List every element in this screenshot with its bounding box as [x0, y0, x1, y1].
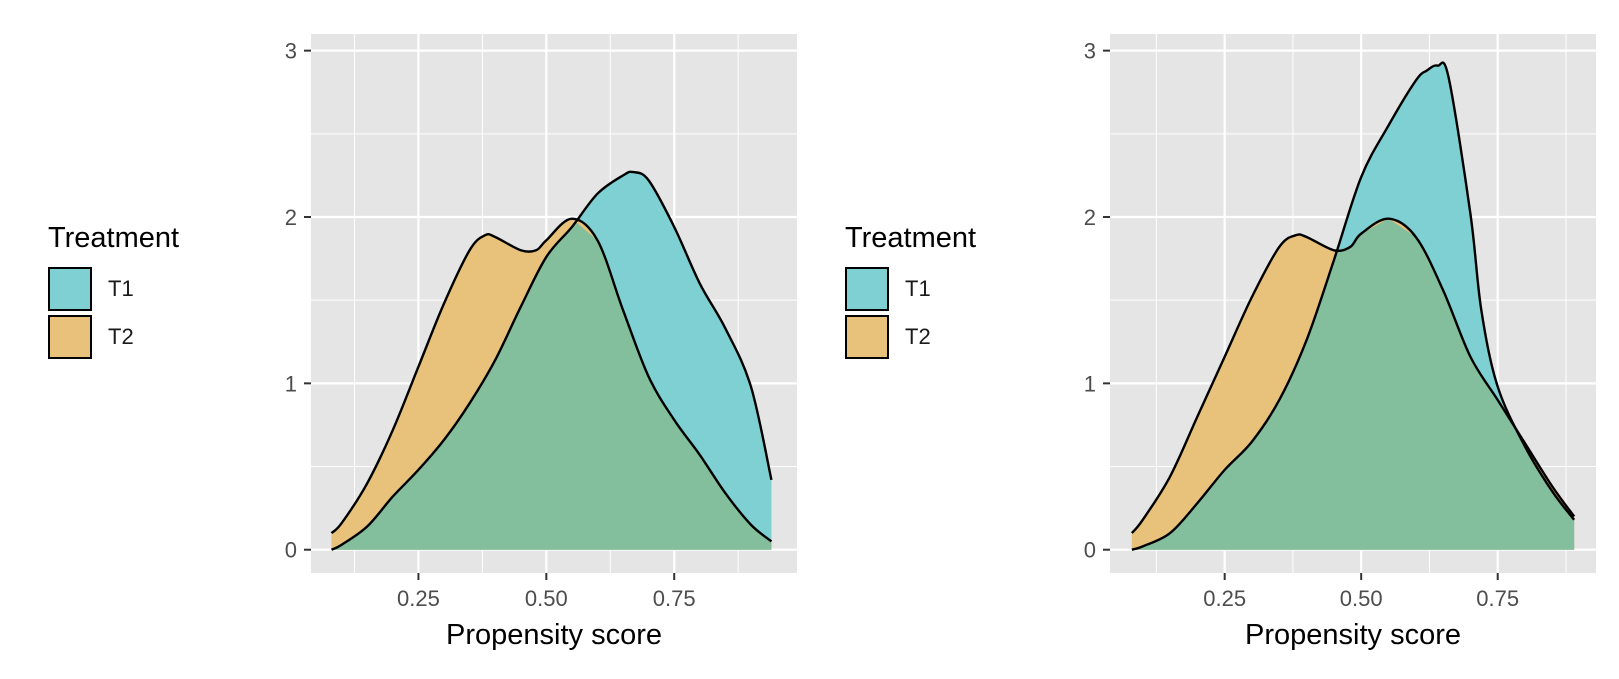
legend-item-t1: T1	[845, 267, 976, 311]
legend-label-t2: T2	[108, 324, 134, 349]
y-tick-label: 1	[285, 371, 297, 396]
x-tick-label: 0.25	[1203, 586, 1246, 611]
density-line-t2	[330, 217, 773, 543]
x-tick-label: 0.50	[525, 586, 568, 611]
legend-left: Treatment T1 T2	[48, 224, 179, 359]
legend-right: Treatment T1 T2	[845, 224, 976, 359]
y-tick-label: 2	[285, 205, 297, 230]
density-line-t1	[330, 170, 773, 551]
y-tick-label: 0	[285, 538, 297, 563]
y-tick-label: 3	[285, 39, 297, 64]
legend-item-t1: T1	[48, 267, 179, 311]
density-overlap	[331, 223, 772, 550]
legend-key-t2	[48, 315, 92, 359]
y-tick-label: 3	[1084, 39, 1096, 64]
x-tick-label: 0.25	[397, 586, 440, 611]
y-tick-label: 1	[1084, 371, 1096, 396]
density-overlap	[1131, 219, 1575, 550]
legend-key-t1	[845, 267, 889, 311]
legend-key-t2	[845, 315, 889, 359]
legend-title: Treatment	[845, 222, 977, 254]
legend-label-t1: T1	[108, 276, 134, 301]
density-line-t2	[1130, 217, 1576, 534]
legend-label-t1: T1	[905, 276, 931, 301]
y-tick-label: 0	[1084, 538, 1096, 563]
x-tick-label: 0.75	[1476, 586, 1519, 611]
x-axis-title: Propensity score	[446, 619, 662, 651]
legend-label-t2: T2	[905, 324, 931, 349]
density-line-t1	[1131, 61, 1576, 551]
x-tick-label: 0.50	[1340, 586, 1383, 611]
legend-key-t1	[48, 267, 92, 311]
legend-item-t2: T2	[48, 315, 179, 359]
x-tick-label: 0.75	[653, 586, 696, 611]
x-axis-title: Propensity score	[1245, 619, 1461, 651]
legend-item-t2: T2	[845, 315, 976, 359]
y-tick-label: 2	[1084, 205, 1096, 230]
legend-title: Treatment	[48, 222, 180, 254]
